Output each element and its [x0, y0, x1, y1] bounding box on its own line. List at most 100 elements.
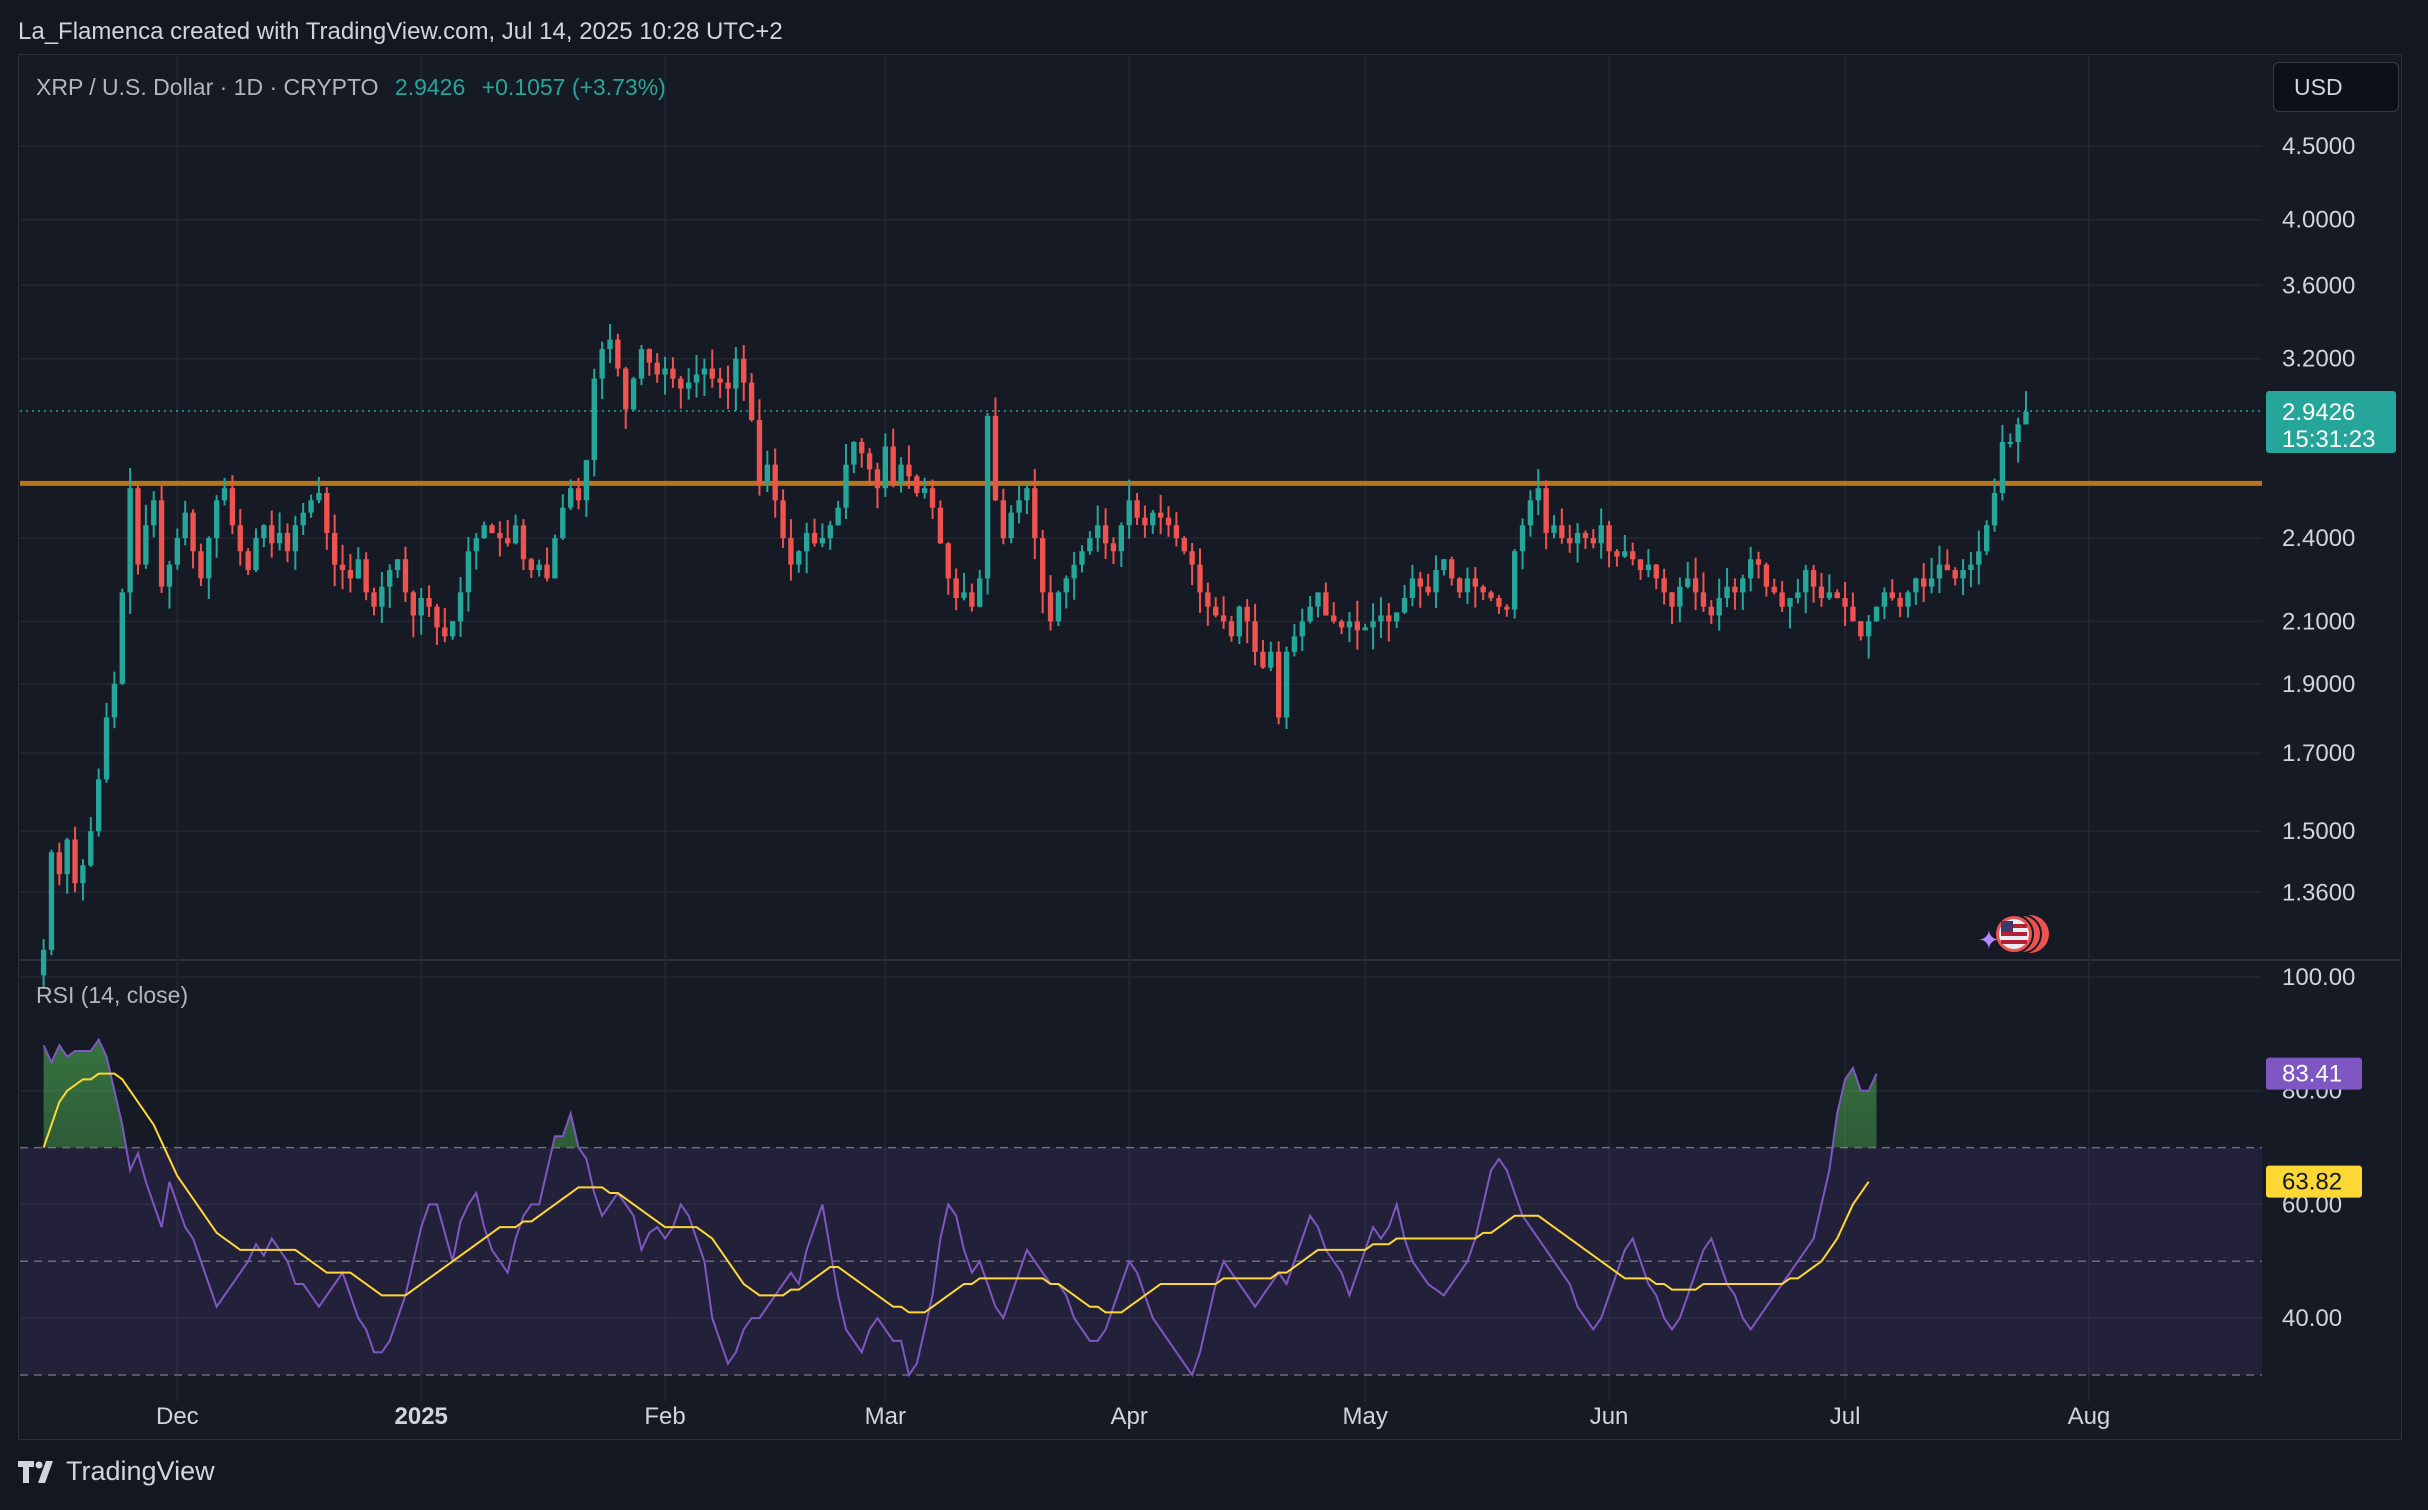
candle-body	[992, 415, 999, 501]
candle-body	[1071, 564, 1077, 579]
candle-body	[1024, 488, 1030, 501]
last-price-badge-value: 2.9426	[2282, 399, 2355, 426]
candle-body	[1850, 606, 1856, 622]
candle-body	[1889, 592, 1895, 599]
candle-body	[1653, 564, 1659, 579]
candle-body	[1197, 564, 1203, 593]
price-change-value: +0.1057 (+3.73%)	[481, 74, 666, 100]
candle-body	[426, 598, 432, 607]
candle-body	[1323, 592, 1329, 616]
candle-body	[457, 592, 464, 622]
candle-body	[1747, 559, 1754, 579]
candle-body	[1677, 586, 1683, 607]
candle-body	[843, 464, 849, 508]
candle-body	[1976, 551, 1982, 565]
rsi-ma-label: 63.82	[2282, 1169, 2342, 1196]
candle-body	[316, 493, 322, 501]
candle-body	[835, 507, 841, 526]
candle-body	[906, 464, 912, 477]
candle-body	[1433, 570, 1439, 593]
candle-body	[961, 592, 967, 599]
tradingview-logo[interactable]: TradingView	[18, 1456, 215, 1487]
time-axis[interactable]: Dec 2025 Feb Mar Apr May Jun Jul Aug	[156, 1403, 2110, 1430]
candle-body	[261, 525, 267, 539]
candle-body	[1087, 538, 1093, 552]
candle-body	[1567, 538, 1573, 544]
candle-body	[1393, 612, 1400, 622]
candle-body	[1118, 525, 1125, 552]
candle-body	[1338, 621, 1345, 628]
candle-body	[206, 538, 212, 579]
candle-body	[48, 852, 55, 950]
candle-body	[937, 507, 944, 544]
candle-body	[1983, 525, 1990, 552]
candle-body	[1810, 570, 1817, 587]
candle-body	[1818, 586, 1825, 599]
candle-body	[725, 382, 731, 389]
candle-body	[678, 378, 684, 389]
candle-body	[591, 378, 597, 461]
candle-body	[1370, 621, 1376, 628]
candle-body	[1244, 606, 1250, 622]
candle-body	[410, 592, 417, 616]
price-axis[interactable]: 4.5000 4.0000 3.6000 3.2000 2.4000 2.1000 1.90…	[2282, 133, 2355, 1332]
candle-body	[1181, 538, 1187, 552]
events-icon[interactable]: ✦	[1978, 914, 2049, 956]
price-tick-label: 2.4000	[2282, 525, 2355, 552]
candle-body	[748, 382, 755, 421]
rsi-value-badge	[2266, 1057, 2362, 1090]
candle-body	[717, 378, 723, 383]
candle-body	[638, 349, 645, 379]
candle-body	[1771, 586, 1777, 593]
candle-body	[221, 488, 228, 501]
candle-body	[1834, 592, 1840, 599]
candle-body	[1708, 606, 1715, 616]
rsi-lines	[42, 1037, 1878, 1378]
candle-body	[1661, 578, 1667, 593]
candle-body	[1574, 532, 1581, 544]
candle-body	[1386, 615, 1392, 622]
candle-body	[866, 453, 873, 470]
candle-body	[2023, 411, 2029, 425]
candle-body	[1268, 651, 1274, 668]
candle-body	[1362, 627, 1368, 631]
candle-body	[64, 839, 70, 875]
candle-body	[1645, 564, 1652, 571]
svg-text:✦: ✦	[1978, 926, 2000, 956]
candle-body	[1165, 517, 1172, 526]
price-tick-label: 1.7000	[2282, 740, 2355, 767]
rsi-tick-label: 100.00	[2282, 964, 2355, 991]
candle-body	[1936, 564, 1943, 579]
candle-body	[953, 578, 959, 599]
candle-body	[1095, 525, 1101, 539]
price-tick-label: 3.6000	[2282, 272, 2355, 299]
candle-body	[890, 446, 896, 484]
currency-button[interactable]: USD	[2273, 62, 2399, 112]
candle-body	[1449, 559, 1455, 579]
candle-body	[1999, 441, 2006, 494]
price-tick-label: 1.3600	[2282, 879, 2355, 906]
candle-body	[1331, 615, 1337, 622]
candle-body	[119, 592, 125, 684]
candle-body	[528, 559, 535, 571]
candle-body	[213, 500, 220, 539]
candle-body	[1543, 488, 1549, 533]
candle-body	[1425, 586, 1431, 593]
candle-body	[363, 559, 369, 593]
candle-body	[819, 538, 826, 544]
tradingview-icon	[18, 1460, 53, 1483]
candle-body	[387, 570, 393, 587]
candle-body	[1456, 578, 1463, 593]
candle-body	[56, 852, 63, 875]
rsi-line	[42, 1037, 1878, 1378]
candle-body	[685, 382, 692, 389]
candle-body	[520, 525, 527, 560]
candle-body	[143, 525, 149, 565]
candle-body	[1928, 578, 1935, 587]
candle-body	[929, 488, 936, 508]
candle-body	[803, 532, 810, 552]
candle-body	[945, 543, 951, 579]
candle-body	[552, 538, 558, 579]
